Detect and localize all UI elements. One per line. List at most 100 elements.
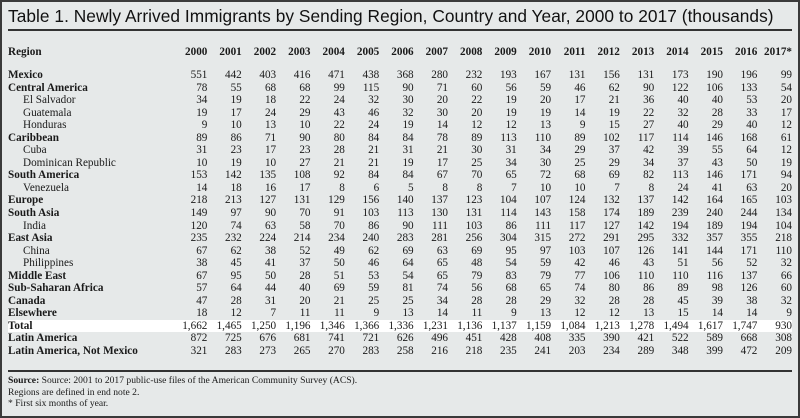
value-cell: 29 xyxy=(608,156,620,169)
table-row: India 120 74 63 58 70 86 90 111 103 86 111 117 127 142… xyxy=(8,220,792,233)
value-cell: 22 xyxy=(643,106,655,119)
value-cell: 40 xyxy=(677,119,689,132)
value-cell: 9 xyxy=(786,307,792,320)
value-cell: 216 xyxy=(431,345,448,358)
value-cell: 421 xyxy=(637,332,655,345)
value-cell: 321 xyxy=(190,345,208,358)
value-cell: 12 xyxy=(780,119,792,132)
value-cell: 52 xyxy=(299,244,311,257)
value-cell: 65 xyxy=(505,169,517,182)
value-cell: 8 xyxy=(442,181,448,194)
value-cell: 34 xyxy=(505,156,517,169)
value-cell: 281 xyxy=(431,232,448,245)
value-cell: 20 xyxy=(780,94,792,107)
value-cell: 171 xyxy=(740,169,758,182)
value-cell: 17 xyxy=(230,106,242,119)
column-header-year: 2002 xyxy=(253,46,277,59)
value-cell: 291 xyxy=(603,232,620,245)
source-text: Source: 2001 to 2017 public-use files of… xyxy=(39,375,358,386)
value-cell: 107 xyxy=(603,244,620,257)
value-cell: 471 xyxy=(328,69,345,81)
region-label: Mexico xyxy=(8,69,43,81)
value-cell: 13 xyxy=(539,307,552,320)
value-cell: 10 xyxy=(574,181,586,194)
value-cell: 90 xyxy=(264,207,277,220)
value-cell: 265 xyxy=(293,345,311,358)
value-cell: 1,494 xyxy=(654,319,689,333)
value-cell: 10 xyxy=(539,181,552,194)
value-cell: 41 xyxy=(711,181,723,194)
value-cell: 240 xyxy=(362,232,380,245)
value-cell: 84 xyxy=(402,131,414,144)
value-cell: 442 xyxy=(224,69,242,81)
value-cell: 10 xyxy=(299,119,311,132)
country-label: Cuba xyxy=(23,144,47,157)
value-cell: 7 xyxy=(511,181,517,194)
value-cell: 64 xyxy=(402,257,414,270)
value-cell: 295 xyxy=(637,232,655,245)
value-cell: 14 xyxy=(196,181,208,194)
value-cell: 451 xyxy=(465,332,483,345)
value-cell: 62 xyxy=(368,244,380,257)
value-cell: 25 xyxy=(574,156,586,169)
value-cell: 1,366 xyxy=(344,319,380,333)
region-label: South America xyxy=(8,169,80,182)
value-cell: 168 xyxy=(740,131,758,144)
immigrants-table: Region 2000 2001 2002 2003 2004 2005 2006 2007 2… xyxy=(8,46,792,358)
value-cell: 28 xyxy=(333,144,345,157)
table-row: Caribbean 89 86 71 90 80 84 84 78 89 113 110 89 102 11… xyxy=(8,132,792,145)
value-cell: 31 xyxy=(264,294,277,307)
value-cell: 70 xyxy=(333,219,345,232)
value-cell: 41 xyxy=(264,257,277,270)
value-cell: 17 xyxy=(780,106,792,119)
value-cell: 194 xyxy=(740,219,758,232)
value-cell: 16 xyxy=(264,181,277,194)
value-cell: 113 xyxy=(672,169,689,182)
total-row: Total 1,662 1,465 1,250 1,196 1,346 1,366 1,336… xyxy=(8,319,792,333)
value-cell: 49 xyxy=(333,244,345,257)
value-cell: 62 xyxy=(608,81,620,94)
value-cell: 32 xyxy=(368,94,380,107)
value-cell: 84 xyxy=(368,169,380,182)
column-header-year: 2015 xyxy=(700,46,723,59)
value-cell: 29 xyxy=(574,144,586,157)
value-cell: 124 xyxy=(568,194,586,207)
table-row: Philippines 38 45 41 37 50 46 64 65 48 54 59 42 46 43 5… xyxy=(8,257,792,270)
value-cell: 72 xyxy=(539,169,552,182)
value-cell: 102 xyxy=(603,131,620,144)
table-row: Canada 47 28 31 20 21 25 25 34 28 28 29 32 28 28 45 39 38… xyxy=(8,295,792,308)
value-cell: 256 xyxy=(465,232,483,245)
value-cell: 64 xyxy=(746,144,758,157)
value-cell: 70 xyxy=(299,207,311,220)
value-cell: 59 xyxy=(539,81,552,94)
value-cell: 55 xyxy=(711,144,723,157)
value-cell: 1,336 xyxy=(379,319,414,333)
value-cell: 114 xyxy=(500,207,517,220)
value-cell: 21 xyxy=(333,294,345,307)
value-cell: 19 xyxy=(230,156,242,169)
value-cell: 368 xyxy=(396,69,414,81)
value-cell: 63 xyxy=(436,244,448,257)
value-cell: 17 xyxy=(436,156,448,169)
value-cell: 141 xyxy=(671,244,689,257)
value-cell: 156 xyxy=(362,194,380,207)
value-cell: 348 xyxy=(671,345,689,358)
value-cell: 332 xyxy=(671,232,689,245)
value-cell: 8 xyxy=(476,181,483,194)
table-row: South America 153 142 135 108 92 84 84 67 70 65 72 6… xyxy=(8,169,792,182)
value-cell: 65 xyxy=(436,269,448,282)
value-cell: 28 xyxy=(643,294,655,307)
value-cell: 28 xyxy=(230,294,242,307)
value-cell: 15 xyxy=(608,119,620,132)
region-label: Sub-Saharan Africa xyxy=(8,282,104,295)
column-header-year: 2010 xyxy=(528,46,552,59)
value-cell: 61 xyxy=(780,131,792,144)
value-cell: 14 xyxy=(574,106,586,119)
value-cell: 131 xyxy=(293,194,311,207)
value-cell: 116 xyxy=(706,269,723,282)
value-cell: 5 xyxy=(408,181,414,194)
value-cell: 21 xyxy=(368,144,380,157)
value-cell: 15 xyxy=(677,307,689,320)
value-cell: 1,137 xyxy=(482,319,517,333)
value-cell: 36 xyxy=(643,94,655,107)
